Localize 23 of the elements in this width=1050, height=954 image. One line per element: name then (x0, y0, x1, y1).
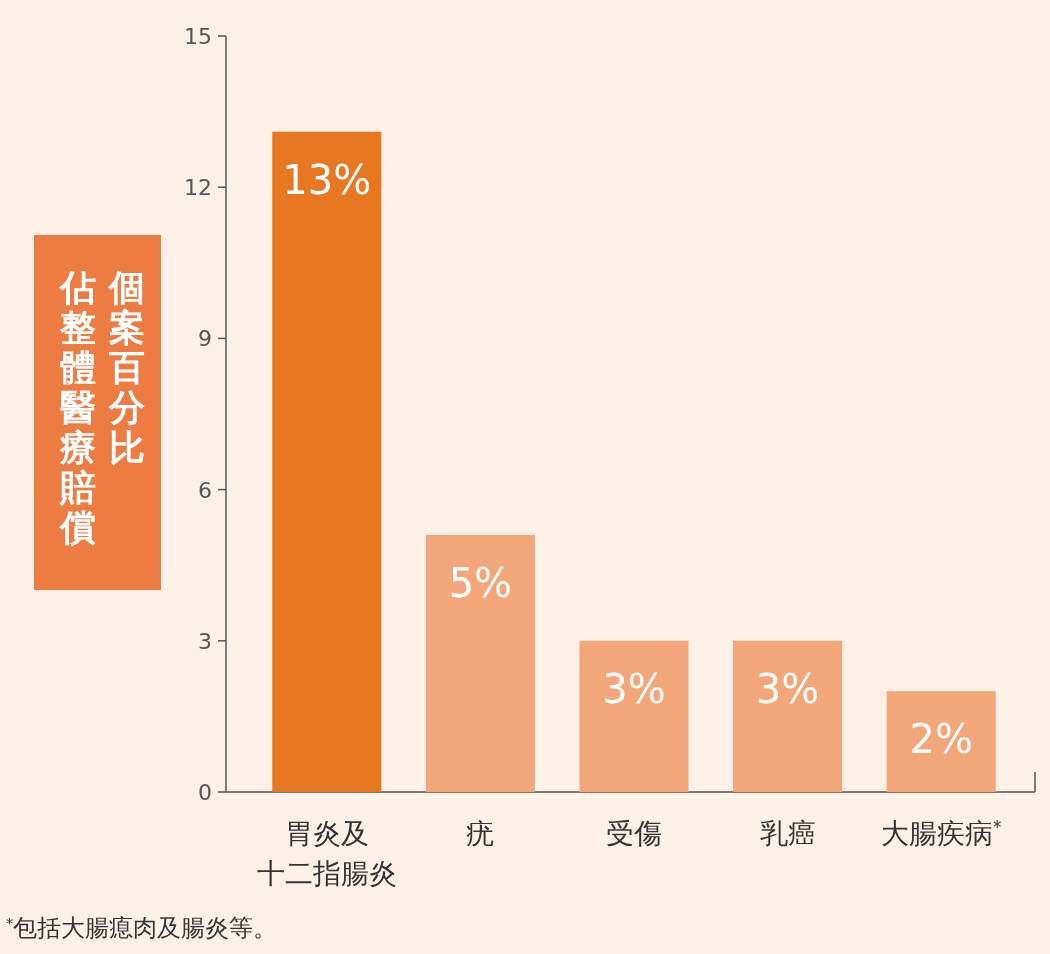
bar (272, 131, 382, 792)
data-label: 3% (755, 665, 820, 712)
x-tick-label: 大腸疾病$^{*}$ (881, 817, 1002, 850)
data-label: 3% (602, 665, 666, 712)
data-label: 2% (909, 716, 973, 763)
x-tick-label: 疣 (466, 817, 495, 850)
y-tick-label: 3 (198, 628, 212, 654)
text: $^{*}$包括大腸瘜肉及腸炎等。 (6, 914, 278, 942)
x-tick-label: 乳癌 (759, 817, 816, 850)
bar (579, 640, 689, 792)
bar (886, 691, 996, 792)
data-label: 13% (282, 156, 372, 203)
bar (733, 640, 843, 792)
text: 佔整體醫療賠償個案百分比 (59, 267, 145, 548)
x-tick-label: 胃炎及十二指腸炎 (256, 817, 397, 890)
bar (425, 534, 535, 792)
y-tick-label: 12 (184, 175, 212, 201)
x-tick-label: 受傷 (606, 817, 662, 850)
y-tick-label: 9 (198, 326, 212, 352)
y-tick-label: 15 (184, 24, 212, 49)
y-tick-label: 6 (198, 477, 212, 503)
data-label: 5% (448, 559, 513, 606)
y-tick-label: 0 (198, 780, 212, 805)
